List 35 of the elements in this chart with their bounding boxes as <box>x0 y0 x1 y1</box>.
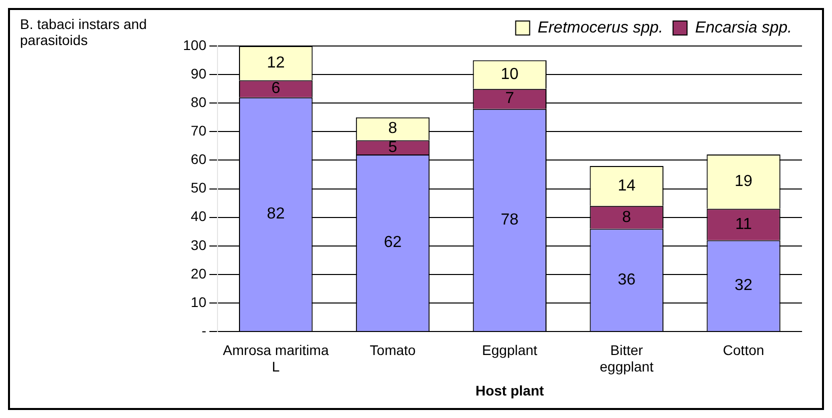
x-axis-title: Host plant <box>475 382 544 398</box>
y-tick-label: 20 <box>190 265 207 282</box>
data-label: 5 <box>388 138 398 156</box>
data-label: 7 <box>505 90 514 108</box>
data-label: 8 <box>622 208 632 226</box>
y-tick-label: 70 <box>190 122 207 139</box>
x-tick-label: Eggplant <box>482 342 538 358</box>
legend-label: Eretmocerus spp. <box>538 19 664 36</box>
y-tick-label: 50 <box>190 180 207 196</box>
x-tick-label: Tomato <box>370 342 416 358</box>
data-label: 12 <box>266 54 285 72</box>
y-tick-label: - <box>202 322 207 338</box>
x-tick-label: Amrosa maritima L <box>222 342 329 375</box>
y-tick-label: 40 <box>190 208 207 224</box>
data-label: 10 <box>500 66 519 83</box>
data-label: 19 <box>734 173 753 190</box>
y-tick-label: 80 <box>190 94 207 110</box>
data-label: 6 <box>271 80 280 98</box>
y-tick-label: 30 <box>190 236 207 253</box>
data-label: 36 <box>618 271 636 288</box>
data-label: 11 <box>735 216 752 233</box>
data-label: 14 <box>618 177 636 194</box>
data-label: 8 <box>388 120 398 138</box>
y-tick-label: 60 <box>190 151 207 168</box>
y-axis-title: B. tabaci instars and parasitoids <box>20 16 148 48</box>
legend-label: Encarsia spp. <box>695 19 792 36</box>
data-label: 78 <box>500 211 519 228</box>
y-tick-label: 100 <box>183 36 207 53</box>
data-label: 32 <box>734 277 753 294</box>
x-tick-label: Bitter eggplant <box>600 342 654 375</box>
x-tick-label: Cotton <box>722 342 764 358</box>
y-tick-label: 90 <box>190 65 207 82</box>
y-tick-label: 10 <box>190 294 207 310</box>
data-label: 62 <box>384 234 402 252</box>
data-label: 82 <box>266 206 285 223</box>
